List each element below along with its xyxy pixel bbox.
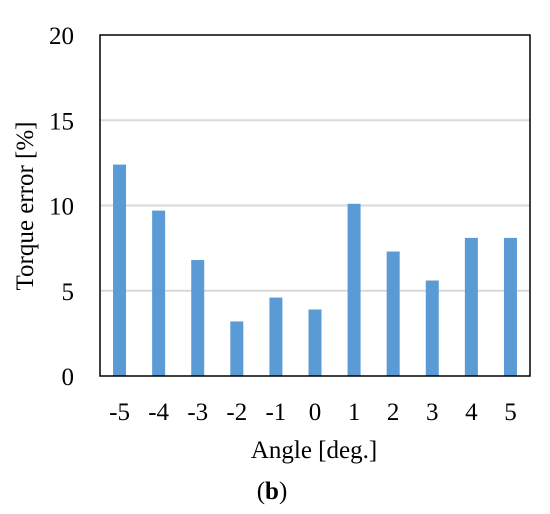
- y-tick-label: 10: [49, 194, 74, 221]
- y-axis-ticks: 0 5 10 15 20: [49, 23, 74, 391]
- caption-letter: b: [265, 478, 279, 505]
- x-tick-label: 2: [387, 399, 400, 426]
- y-axis-title: Torque error [%]: [12, 122, 39, 291]
- bar--4: [152, 210, 166, 376]
- x-axis-ticks: -5 -4 -3 -2 -1 0 1 2 3 4 5: [109, 399, 517, 426]
- grid-lines: [100, 119, 530, 292]
- x-tick-label: -3: [187, 399, 208, 426]
- y-tick-label: 0: [62, 364, 75, 391]
- caption-open-paren: (: [257, 478, 265, 505]
- bar--5: [113, 164, 127, 376]
- bar-0: [308, 309, 322, 376]
- bars: [113, 164, 517, 376]
- x-tick-label: 1: [348, 399, 361, 426]
- bar--1: [269, 297, 283, 376]
- y-tick-label: 20: [49, 23, 74, 50]
- x-tick-label: -4: [148, 399, 169, 426]
- x-tick-label: 5: [504, 399, 517, 426]
- y-tick-label: 15: [49, 108, 74, 135]
- bar--2: [230, 321, 244, 376]
- bar-4: [464, 237, 478, 376]
- bar-3: [425, 280, 439, 376]
- x-tick-label: 4: [465, 399, 478, 426]
- y-tick-label: 5: [62, 279, 75, 306]
- plot-area-border: [99, 34, 531, 377]
- x-axis-title: Angle [deg.]: [251, 437, 377, 464]
- bar-5: [503, 237, 517, 376]
- x-tick-label: -5: [109, 399, 130, 426]
- bar-2: [386, 251, 400, 376]
- x-tick-label: 0: [309, 399, 322, 426]
- x-tick-label: -2: [226, 399, 247, 426]
- figure-caption: (b): [257, 478, 288, 505]
- bar--3: [191, 260, 205, 376]
- x-tick-label: -1: [265, 399, 286, 426]
- bar-1: [347, 203, 361, 376]
- caption-close-paren: ): [279, 478, 287, 505]
- x-tick-label: 3: [426, 399, 439, 426]
